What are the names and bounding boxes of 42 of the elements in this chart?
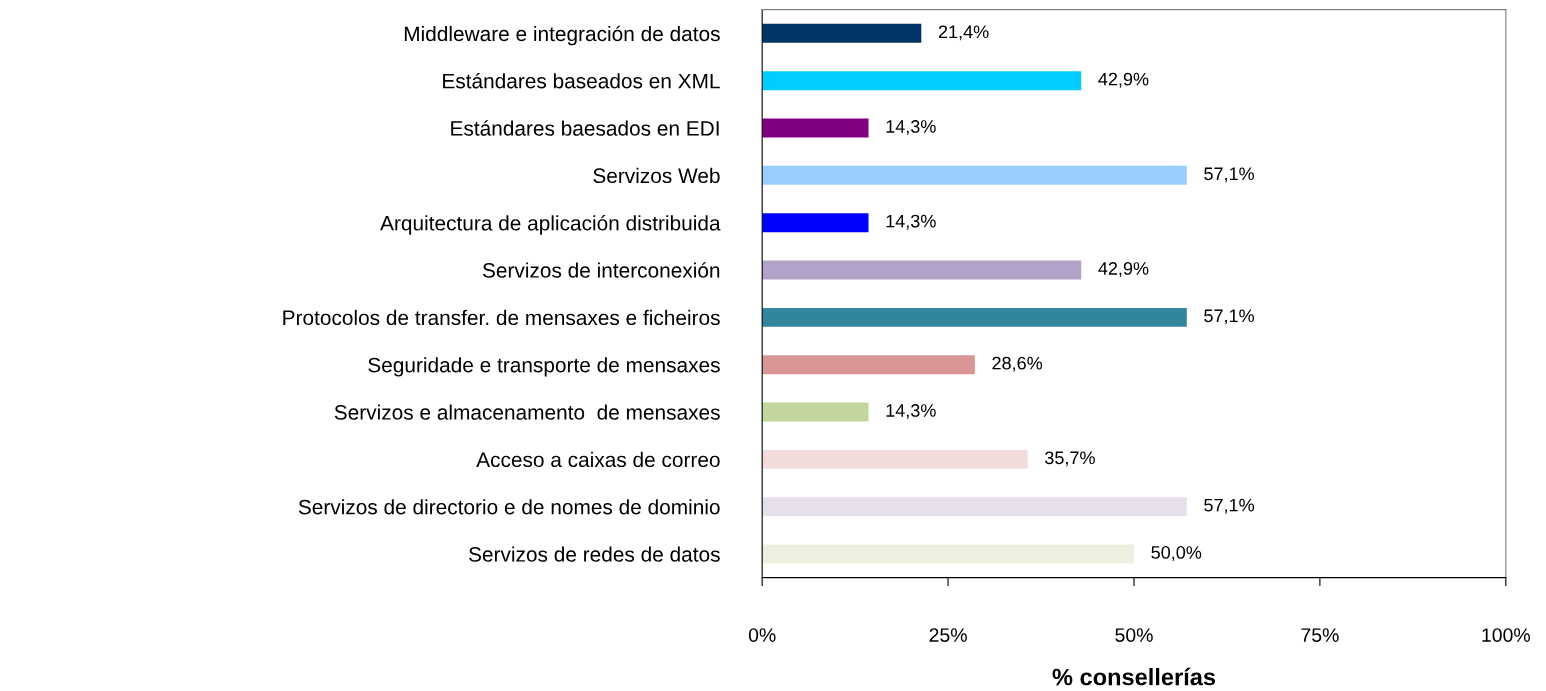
data-label: 14,3%: [886, 214, 936, 230]
x-tick-label: 50%: [1115, 628, 1153, 642]
data-label: 14,3%: [886, 120, 936, 135]
y-tick-label: Servizos de interconexión: [482, 262, 720, 278]
data-label: 28,6%: [992, 356, 1043, 372]
x-tick-label: 0%: [748, 628, 776, 642]
bar: [762, 355, 975, 375]
data-label: 14,3%: [886, 404, 936, 419]
y-tick-label: Middleware e integración de datos: [404, 25, 720, 46]
y-tick-label: Acceso a caixas de correo: [476, 451, 720, 468]
bar: [762, 71, 1082, 91]
data-label: 57,1%: [1204, 309, 1255, 325]
bar: [762, 23, 922, 43]
x-tick-label: 75%: [1301, 628, 1339, 642]
data-label: 57,1%: [1204, 498, 1255, 514]
y-tick-label: Seguridade e transporte de mensaxes: [368, 357, 720, 377]
data-label: 57,1%: [1204, 167, 1255, 183]
bar: [762, 544, 1134, 564]
bar: [762, 402, 869, 422]
bar: [762, 449, 1028, 469]
bar: [762, 307, 1187, 327]
y-tick-label: Servizos de directorio e de nomes de dominio: [298, 499, 720, 515]
x-tick-label: 100%: [1482, 628, 1530, 642]
y-tick-label: Estándares baesados en EDI: [451, 120, 719, 136]
y-tick-label: Arquitectura de aplicación distribuida: [380, 215, 721, 235]
data-label: 42,9%: [1098, 262, 1149, 277]
bar: [762, 213, 869, 233]
data-label: 35,7%: [1045, 451, 1095, 467]
bar: [762, 497, 1187, 517]
y-tick-label: Servizos e almacenamento de mensaxes: [334, 404, 720, 420]
data-label: 21,4%: [938, 25, 989, 41]
x-tick-label: 25%: [929, 628, 967, 642]
data-label: 42,9%: [1098, 72, 1149, 88]
y-tick-label: Servizos de redes de datos: [469, 546, 720, 562]
y-tick-label: Servizos Web: [593, 167, 720, 184]
bar: [762, 118, 869, 138]
x-axis-title: % consellerías: [1052, 667, 1216, 686]
bar: [762, 260, 1082, 280]
y-tick-label: Estándares baseados en XML: [443, 72, 720, 89]
data-label: 50,0%: [1151, 546, 1202, 561]
y-tick-label: Protocolos de transfer. de mensaxes e ficheiros: [283, 309, 720, 326]
bar: [762, 165, 1187, 185]
